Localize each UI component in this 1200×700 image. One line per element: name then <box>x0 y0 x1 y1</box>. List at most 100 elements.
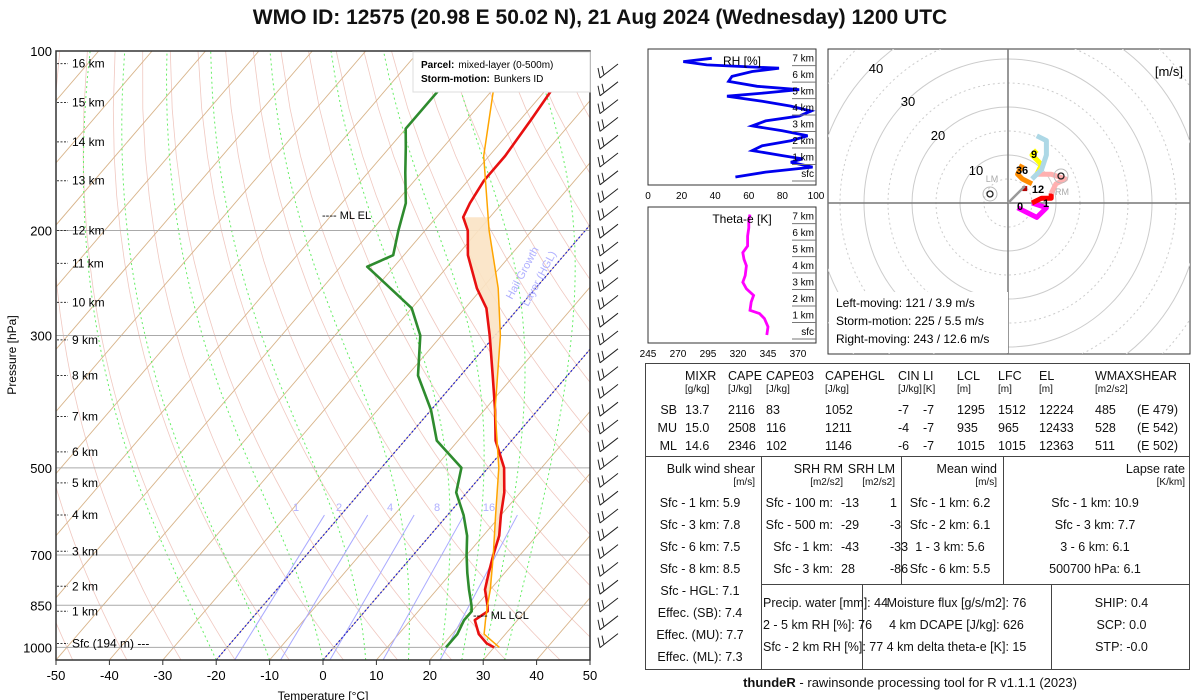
wind-barb-stroke <box>597 366 619 381</box>
wind-barb-stroke <box>597 206 619 221</box>
dry-adiabat-line <box>56 485 128 660</box>
wind-barb-icon <box>597 99 619 114</box>
height-label: 1 km <box>792 311 814 322</box>
wind-barb-stroke <box>597 223 619 239</box>
height-label: 16 km <box>72 57 105 71</box>
mean-wind-unit: [m/s] <box>975 477 997 488</box>
mean-wind-item: Sfc - 2 km: 6.1 <box>909 518 991 532</box>
height-label: 10 km <box>72 295 105 309</box>
lm-marker-icon <box>982 186 998 202</box>
moisture-item: 2 - 5 km RH [%]: 76 <box>763 618 873 632</box>
x-tick-label: 60 <box>743 191 755 202</box>
moist-adiabat-line <box>210 51 367 660</box>
x-tick-label: 320 <box>730 349 747 360</box>
x-tick-label: 0 <box>319 668 326 683</box>
param-header: EL <box>1039 369 1055 383</box>
divider <box>761 456 762 670</box>
x-tick-label: 245 <box>640 349 657 360</box>
x-tick-label: -40 <box>100 668 119 683</box>
wind-barb-icon <box>597 544 619 559</box>
param-value: 965 <box>998 421 1019 435</box>
isotherm-line <box>56 51 313 350</box>
height-label: 11 km <box>72 256 104 270</box>
skew-t-chart: -50 -40 -30 -20 -10 0 10 20 30 40 50 Temperature [°… <box>5 44 619 700</box>
composite-item: STP: -0.0 <box>1095 640 1148 654</box>
param-header: MIXR <box>685 369 717 383</box>
param-value: -6 <box>898 439 910 453</box>
wind-barb-icon <box>597 277 619 292</box>
y-tick-label: 700 <box>30 548 52 563</box>
hgl-lower-line <box>215 224 590 660</box>
param-value: 1295 <box>957 403 985 417</box>
isotherm-line <box>56 51 260 288</box>
srh-rm-value: -29 <box>841 518 860 532</box>
flux-item: 4 km delta theta-e [K]: 15 <box>886 640 1027 654</box>
hodo-ring <box>935 130 1081 276</box>
mixing-ratio-label: 1 <box>293 502 299 514</box>
moist-adiabat-line <box>269 51 410 660</box>
dry-adiabat-line <box>280 51 590 638</box>
wind-barb-stroke <box>597 526 619 542</box>
dry-adiabat-line <box>391 51 590 434</box>
storm-motion-vector <box>1007 185 1026 204</box>
x-tick-label: 345 <box>760 349 777 360</box>
wind-barb-stroke <box>597 63 619 79</box>
isotherm-line <box>56 51 367 413</box>
profile-frame <box>647 206 817 344</box>
hodo-info-text: Left-moving: 121 / 3.9 m/s <box>836 296 975 310</box>
param-unit: [g/kg] <box>685 384 710 395</box>
wind-barb-stroke <box>597 615 619 631</box>
param-value: -7 <box>898 403 910 417</box>
height-label: 5 km <box>792 245 814 256</box>
param-value: -7 <box>923 403 935 417</box>
height-label: 14 km <box>72 135 105 149</box>
param-value: 2508 <box>728 421 756 435</box>
mean-wind-item: Sfc - 1 km: 6.2 <box>909 496 991 510</box>
bulk-shear-item: Sfc - HGL: 7.1 <box>660 584 740 598</box>
wind-barb-icon <box>597 579 619 595</box>
hodo-height-label: 0 <box>1017 201 1023 213</box>
profile-title: RH [%] <box>723 54 761 68</box>
ring-label: 30 <box>901 94 915 109</box>
wind-barb-icon <box>597 455 619 470</box>
param-value: 2116 <box>728 403 755 417</box>
RH-profile-line <box>683 56 816 179</box>
y-tick-label: 100 <box>30 44 52 59</box>
param-unit: [m] <box>1039 384 1053 395</box>
wind-barb-icon <box>597 330 619 346</box>
wind-barb-icon <box>597 188 619 203</box>
wind-barb-stroke <box>597 152 619 168</box>
height-label: 8 km <box>72 368 98 382</box>
param-value: -4 <box>898 421 910 435</box>
dry-adiabat-line <box>335 51 590 536</box>
wind-barb-stroke <box>597 562 619 577</box>
x-tick-label: 100 <box>808 191 825 202</box>
wind-barb-icon <box>597 526 619 542</box>
composite-item: SCP: 0.0 <box>1096 618 1147 632</box>
height-label: 3 km <box>792 120 814 131</box>
srh-rm-unit: [m2/s2] <box>810 477 843 488</box>
param-value: 102 <box>766 439 787 453</box>
wind-barb-stroke <box>597 544 619 559</box>
x-tick-label: 0 <box>645 191 651 202</box>
wind-barb-icon <box>597 259 619 275</box>
height-label: sfc <box>801 169 814 180</box>
height-label: 7 km <box>72 409 98 423</box>
bulk-shear-item: Sfc - 8 km: 8.5 <box>659 562 741 576</box>
wind-barb-icon <box>597 63 619 79</box>
legend-storm-value: Bunkers ID <box>494 74 543 85</box>
bulk-shear-item: Effec. (MU): 7.7 <box>656 628 744 642</box>
param-value: 1512 <box>998 403 1026 417</box>
hodo-ring <box>959 154 1057 252</box>
moist-adiabat-line <box>165 51 324 660</box>
srh-rm-value: 28 <box>841 562 855 576</box>
wind-barb-stroke <box>597 81 619 97</box>
moist-adiabat-line <box>82 51 217 660</box>
param-unit: [J/kg] <box>825 384 849 395</box>
lapse-rate-item: 3 - 6 km: 6.1 <box>1060 540 1130 554</box>
param-row-label: SB <box>660 403 677 417</box>
mixing-ratio-label: 2 <box>336 502 342 514</box>
param-unit: [m] <box>957 384 971 395</box>
isotherm-line <box>376 410 590 660</box>
height-label: 6 km <box>72 445 98 459</box>
